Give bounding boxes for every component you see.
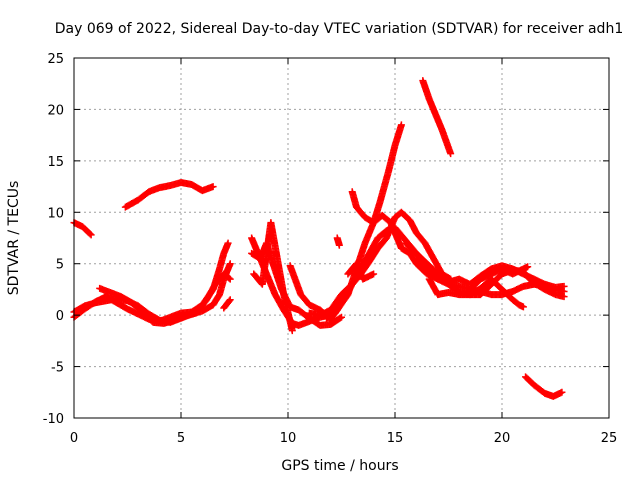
series-track-14 [344, 260, 378, 283]
y-tick-label: -5 [51, 361, 64, 376]
series-track-9 [250, 219, 296, 335]
data-point [397, 121, 405, 129]
data-point [209, 183, 217, 191]
y-tick-label: 15 [47, 155, 64, 170]
series-track-20 [466, 263, 532, 293]
x-tick-label: 25 [601, 431, 618, 446]
axis-ticks: 0 5 10 15 20 25 -10 -5 0 5 10 15 20 25 [43, 52, 618, 446]
data-point [226, 296, 234, 304]
data-point [338, 313, 345, 321]
data-point [224, 239, 232, 247]
y-tick-label: -10 [43, 412, 64, 427]
data-point [226, 275, 234, 283]
data-point [560, 282, 568, 290]
data-point [225, 274, 233, 282]
data-point [524, 263, 532, 271]
data-point [558, 388, 566, 396]
x-tick-label: 15 [387, 431, 404, 446]
series-track-16 [419, 77, 455, 158]
x-tick-label: 5 [177, 431, 185, 446]
grid-lines [74, 58, 609, 418]
data-point [87, 231, 95, 239]
y-tick-label: 0 [56, 309, 64, 324]
y-tick-label: 20 [47, 103, 64, 118]
series-track-3 [96, 270, 234, 327]
data-point [336, 314, 344, 322]
chart-title: Day 069 of 2022, Sidereal Day-to-day VTE… [55, 21, 623, 37]
data-point [370, 270, 378, 278]
data-point [86, 230, 94, 238]
data-point [447, 150, 455, 158]
data-point [225, 297, 233, 305]
series-track-5 [121, 178, 217, 211]
data-point [519, 303, 527, 311]
data-point [560, 293, 568, 301]
data-point [226, 260, 234, 268]
series-track-21 [522, 373, 566, 400]
series-track-6 [220, 296, 234, 312]
y-tick-label: 5 [56, 258, 64, 273]
data-series [70, 77, 568, 400]
data-point [288, 327, 296, 335]
series-track-13 [333, 234, 343, 249]
y-axis-label: SDTVAR / TECUs [6, 181, 22, 296]
x-tick-label: 0 [70, 431, 78, 446]
data-point [335, 241, 343, 249]
x-axis-label: GPS time / hours [281, 458, 398, 474]
x-tick-label: 20 [494, 431, 511, 446]
y-tick-label: 10 [47, 206, 64, 221]
plot-frame [73, 57, 610, 419]
y-tick-label: 25 [47, 52, 64, 67]
x-tick-label: 10 [280, 431, 297, 446]
